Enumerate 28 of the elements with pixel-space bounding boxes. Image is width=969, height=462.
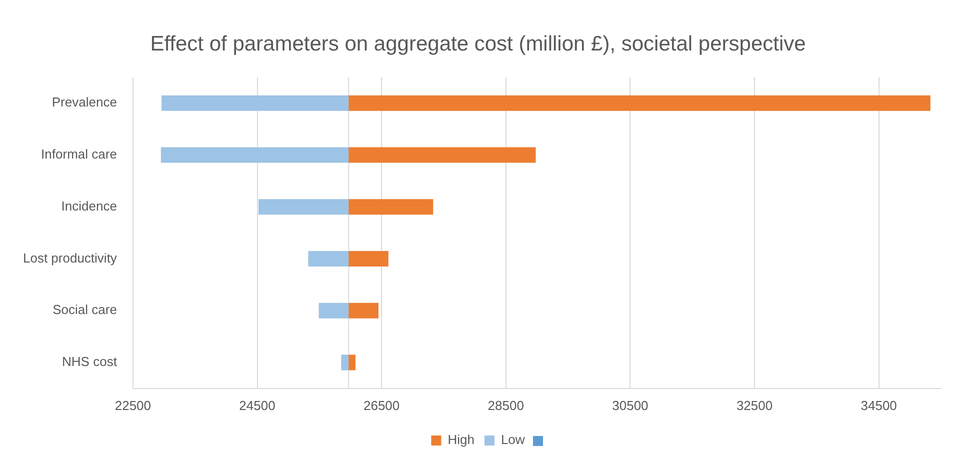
bar — [160, 147, 349, 163]
bar — [348, 250, 388, 267]
x-tick-label: 22500 — [114, 398, 152, 413]
y-tick-label: Prevalence — [52, 94, 117, 110]
legend-label: Low — [500, 432, 526, 448]
x-tick-label: 30500 — [612, 398, 648, 413]
bar — [162, 95, 349, 111]
bar — [348, 95, 930, 111]
x-tick-label: 34500 — [860, 398, 897, 413]
bar — [348, 302, 378, 318]
bar — [348, 147, 536, 163]
chart-title: Effect of parameters on aggregate cost (million £), societal perspective — [150, 32, 806, 56]
bar — [348, 199, 434, 215]
x-tick-label: 24500 — [239, 398, 276, 413]
y-tick-label: Informal care — [41, 146, 117, 162]
bar — [258, 199, 349, 215]
y-tick-label: Lost productivity — [22, 250, 118, 266]
legend-label: High — [448, 432, 474, 448]
bar — [341, 354, 349, 370]
x-tick-label: 32500 — [736, 398, 773, 413]
y-tick-label: Social care — [52, 302, 117, 318]
y-tick-label: NHS cost — [62, 354, 118, 370]
bar — [348, 354, 356, 370]
x-tick-label: 28500 — [488, 398, 524, 413]
bar — [318, 302, 349, 318]
y-tick-label: Incidence — [61, 198, 117, 214]
bar — [308, 250, 349, 267]
x-tick-label: 26500 — [363, 398, 400, 413]
